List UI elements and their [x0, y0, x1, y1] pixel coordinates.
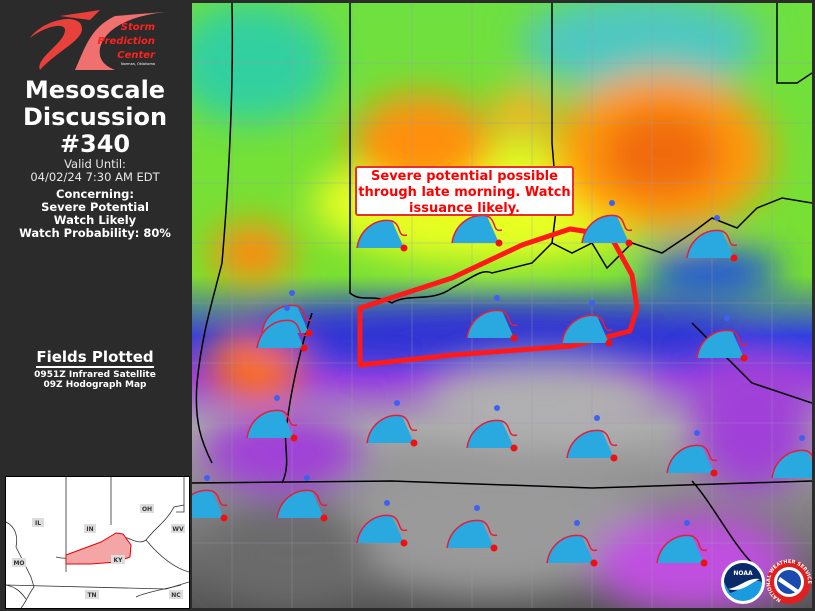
hodograph-dot: [594, 415, 600, 421]
hodograph-trace: [356, 514, 408, 544]
svg-text:IL: IL: [35, 520, 41, 527]
svg-text:WV: WV: [172, 526, 184, 533]
hodograph-dot: [724, 315, 730, 321]
hodograph-trace: [356, 219, 408, 249]
hodograph-trace: [192, 489, 228, 507]
hodograph-trace: [666, 444, 718, 474]
title-line1: Mesoscale: [24, 76, 166, 104]
hodograph-dot: [394, 400, 400, 406]
hodograph-dot: [284, 305, 290, 311]
hodograph-dot: [400, 244, 408, 252]
md-polygon: [357, 226, 640, 368]
hodograph-dot: [495, 239, 503, 247]
hodograph-trace: [696, 329, 748, 359]
hodograph-dot: [610, 454, 618, 462]
svg-text:NC: NC: [171, 592, 181, 599]
info-panel: Storm Prediction Center Norman, Oklahoma…: [0, 0, 190, 611]
svg-text:OH: OH: [142, 506, 152, 513]
svg-text:NOAA: NOAA: [733, 570, 753, 577]
hodograph-markers: [192, 200, 812, 567]
hodograph-dot: [510, 334, 518, 342]
concerning-line2: Watch Likely: [53, 213, 137, 227]
hodograph-dot: [510, 444, 518, 452]
hodograph-dot: [609, 200, 615, 206]
hodograph-trace: [256, 319, 308, 349]
svg-text:Center: Center: [117, 50, 156, 61]
hodograph-dot: [730, 254, 738, 262]
hodograph-dot: [684, 520, 690, 526]
hodograph-trace: [246, 409, 298, 439]
hodograph-trace: [581, 214, 633, 244]
valid-label: Valid Until:: [64, 157, 126, 171]
hodograph-dot: [740, 354, 748, 362]
svg-text:Storm: Storm: [121, 22, 155, 33]
watch-probability: Watch Probability: 80%: [19, 226, 171, 240]
svg-text:IN: IN: [86, 526, 93, 533]
satellite-imagery: [192, 3, 812, 608]
hodograph-dot: [494, 295, 500, 301]
hodograph-dot: [320, 514, 328, 522]
title-line2: Discussion: [22, 103, 168, 131]
hodograph-trace: [261, 304, 313, 334]
hodograph-trace: [446, 519, 498, 549]
hodograph-dot: [289, 290, 295, 296]
hodograph-dot: [274, 395, 280, 401]
hodograph-dot: [710, 469, 718, 477]
locator-map: IL IN OH WV MO KY TN NC: [5, 476, 190, 609]
hodograph-trace: [276, 489, 328, 519]
hodograph-dot: [590, 559, 598, 567]
svg-text:Norman, Oklahoma: Norman, Oklahoma: [121, 62, 155, 66]
hodograph-dot: [799, 435, 805, 441]
hodograph-trace: [451, 214, 503, 244]
svg-text:TN: TN: [87, 592, 96, 599]
noaa-logo: NOAA: [721, 560, 765, 604]
hodograph-dot: [694, 430, 700, 436]
hodograph-dot: [304, 475, 310, 481]
spc-logo: Storm Prediction Center Norman, Oklahoma: [30, 10, 165, 70]
hodograph-dot: [290, 434, 298, 442]
hodograph-trace: [686, 229, 738, 259]
concerning-line1: Severe Potential: [41, 200, 149, 214]
md-number: #340: [59, 130, 131, 158]
hodograph-trace: [366, 414, 418, 444]
svg-text:MO: MO: [13, 560, 24, 567]
hodograph-dot: [605, 339, 613, 347]
hodograph-dot: [410, 439, 418, 447]
hodograph-dot: [490, 544, 498, 552]
hodograph-trace: [656, 534, 708, 564]
nws-logo: NATIONAL WEATHER SERVICE: [766, 559, 812, 604]
fields-plotted-title: Fields Plotted: [36, 348, 154, 368]
hodograph-dot: [220, 514, 228, 522]
concerning-label: Concerning:: [56, 187, 134, 201]
hodograph-dot: [300, 344, 308, 352]
hodograph-dot: [204, 475, 210, 481]
hodograph-fan: [192, 490, 224, 518]
svg-text:Prediction: Prediction: [98, 36, 155, 47]
hodograph-dot: [700, 559, 708, 567]
hodograph-dot: [625, 239, 633, 247]
hodograph-trace: [566, 429, 618, 459]
hodograph-dot: [400, 539, 408, 547]
hodograph-dot: [574, 520, 580, 526]
svg-text:KY: KY: [114, 557, 124, 564]
hodograph-trace: [561, 314, 613, 344]
hodograph-fan: [772, 450, 812, 478]
hodograph-dot: [714, 215, 720, 221]
hodograph-dot: [589, 300, 595, 306]
hodograph-trace: [466, 419, 518, 449]
hodograph-dot: [384, 500, 390, 506]
field-item: 0951Z Infrared Satellite: [34, 370, 156, 380]
annotation-box: Severe potential possible through late m…: [355, 166, 574, 216]
field-item: 09Z Hodograph Map: [43, 380, 147, 390]
valid-value: 04/02/24 7:30 AM EDT: [30, 170, 160, 184]
hodograph-dot: [305, 329, 313, 337]
hodograph-dot: [494, 405, 500, 411]
satellite-map[interactable]: NOAA NATIONAL WEATHER SERVICE: [192, 3, 812, 608]
hodograph-dot: [474, 505, 480, 511]
hodograph-trace: [771, 449, 812, 479]
hodograph-trace: [466, 309, 518, 339]
hodograph-trace: [546, 534, 598, 564]
